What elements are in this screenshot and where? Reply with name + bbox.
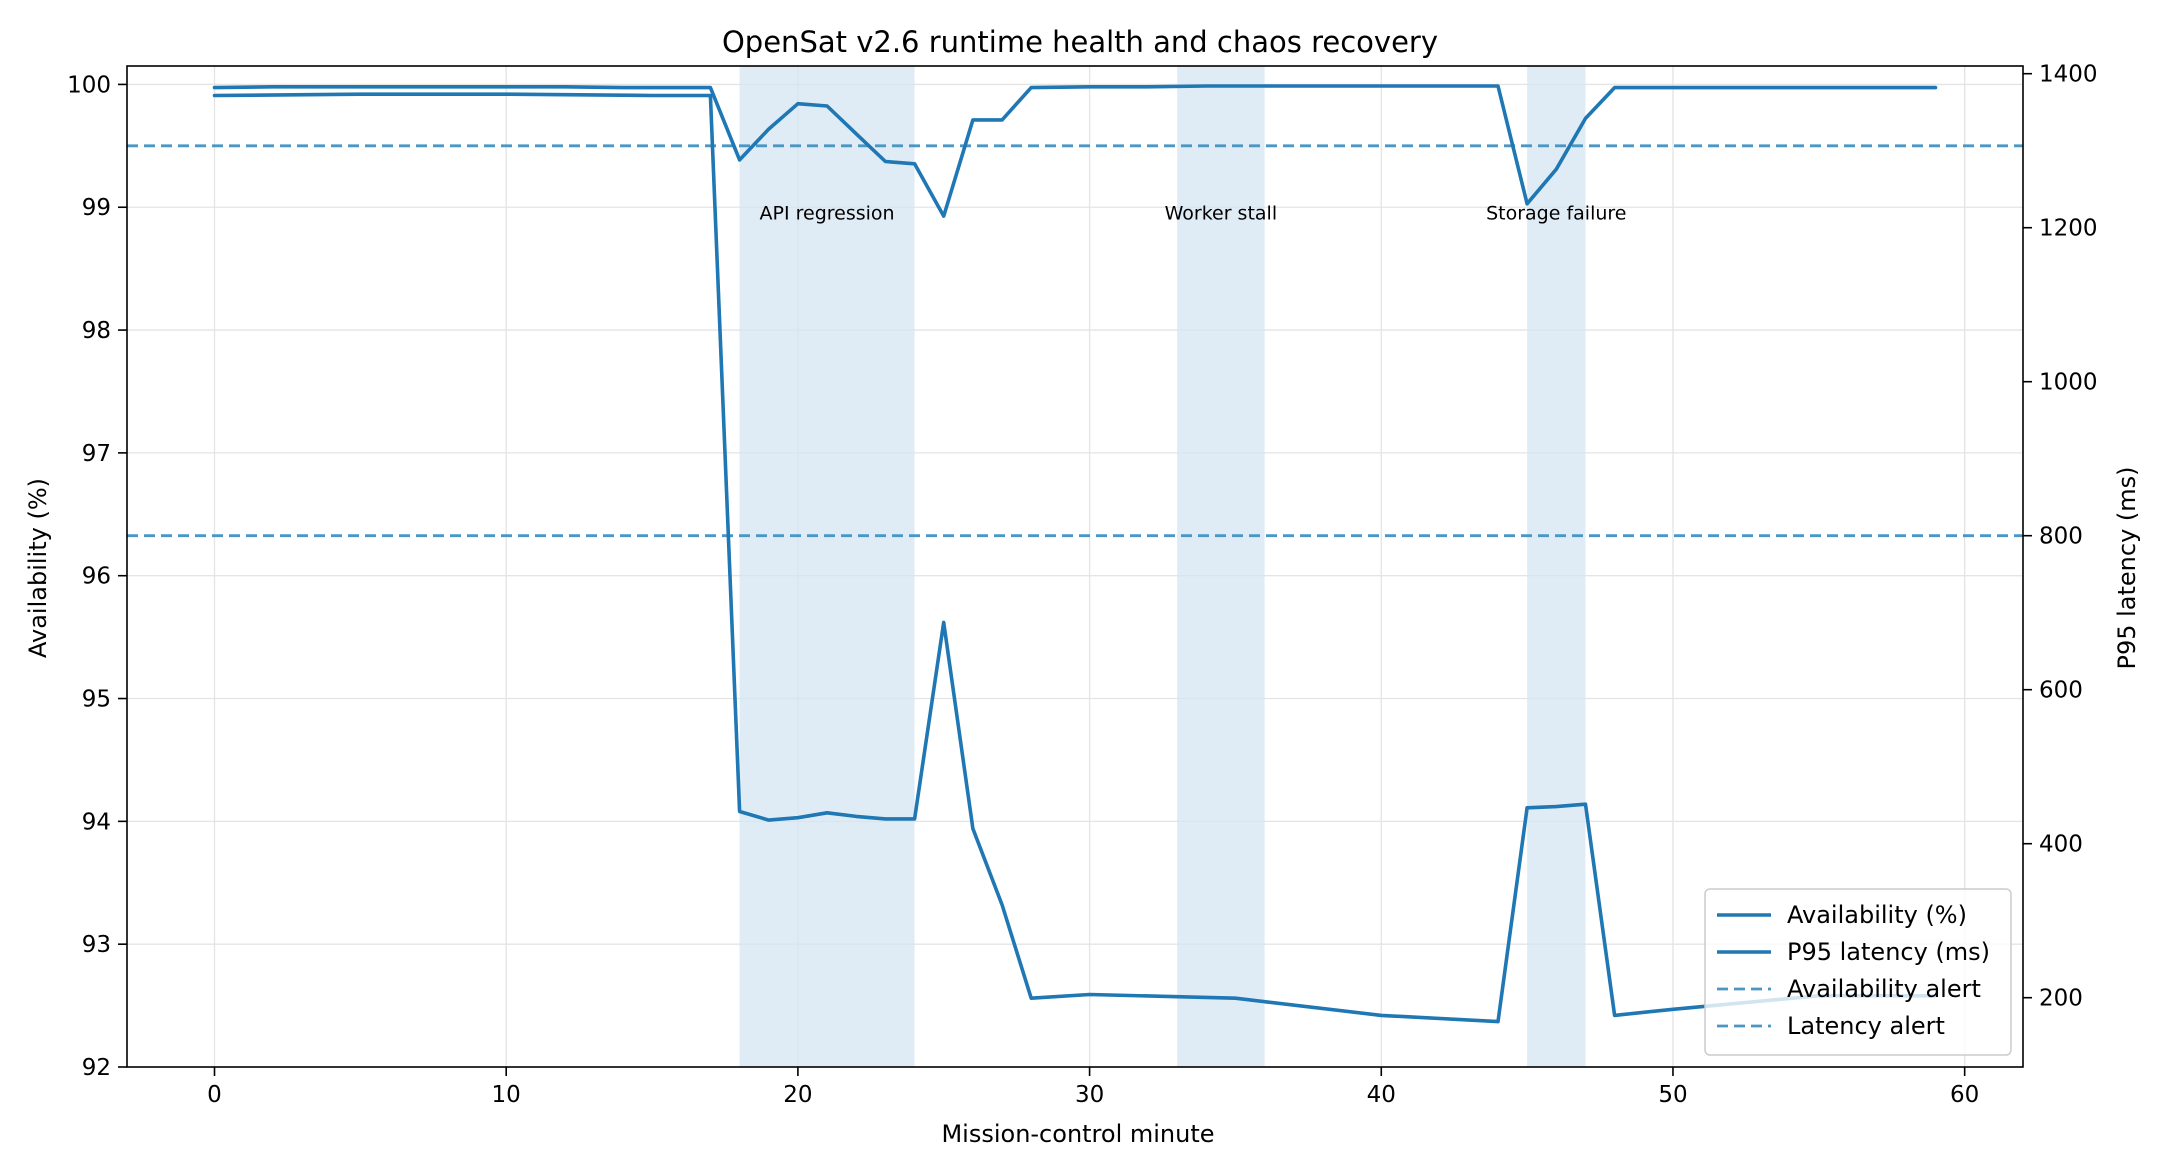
y-axis-label-right: P95 latency (ms)	[2113, 466, 2141, 669]
incident-annotation: API regression	[760, 203, 895, 225]
y-tick-label-left: 97	[82, 441, 111, 467]
y-tick-label-left: 95	[82, 687, 111, 713]
x-tick-label: 50	[1658, 1082, 1687, 1108]
y-tick-label-right: 400	[2039, 832, 2083, 858]
x-axis-label: Mission-control minute	[941, 1120, 1214, 1148]
y-tick-label-left: 93	[82, 932, 111, 958]
y-tick-label-right: 1400	[2039, 62, 2098, 88]
legend-box	[1704, 888, 2012, 1056]
legend-entry: P95 latency (ms)	[1787, 938, 1990, 966]
plot-area: API regression Worker stall Storage failur…	[67, 62, 2097, 1108]
y-tick-label-right: 200	[2039, 986, 2083, 1012]
chart-title: OpenSat v2.6 runtime health and chaos re…	[722, 25, 1438, 59]
y-tick-label-right: 1000	[2039, 370, 2098, 396]
legend-entry: Availability alert	[1787, 975, 1981, 1003]
y-tick-label-right: 600	[2039, 678, 2083, 704]
x-tick-label: 60	[1950, 1082, 1979, 1108]
x-tick-label: 20	[783, 1082, 812, 1108]
legend-entry: Latency alert	[1787, 1012, 1945, 1040]
x-tick-label: 30	[1075, 1082, 1104, 1108]
x-tick-label: 0	[207, 1082, 222, 1108]
y-tick-label-left: 100	[67, 72, 111, 98]
legend-entry: Availability (%)	[1787, 901, 1967, 929]
y-axis-label-left: Availability (%)	[24, 478, 52, 658]
series-line	[212, 84, 1938, 218]
y-tick-label-right: 800	[2039, 524, 2083, 550]
y-tick-label-left: 98	[82, 318, 111, 344]
legend: Availability (%) P95 latency (ms) Availabi…	[1704, 888, 2012, 1056]
y-tick-label-right: 1200	[2039, 216, 2098, 242]
incident-span	[1527, 66, 1586, 1067]
x-tick-label: 10	[492, 1082, 521, 1108]
x-tick-label: 40	[1367, 1082, 1396, 1108]
incident-annotation: Storage failure	[1486, 203, 1626, 225]
y-tick-label-left: 96	[82, 564, 111, 590]
incident-span	[1177, 66, 1265, 1067]
plot-frame	[126, 65, 2024, 1068]
series-line	[212, 92, 1938, 1024]
y-tick-label-left: 92	[82, 1055, 111, 1081]
y-tick-label-left: 99	[82, 195, 111, 221]
incident-annotation: Worker stall	[1165, 203, 1278, 225]
incident-span	[739, 66, 915, 1067]
y-tick-label-left: 94	[82, 809, 111, 835]
